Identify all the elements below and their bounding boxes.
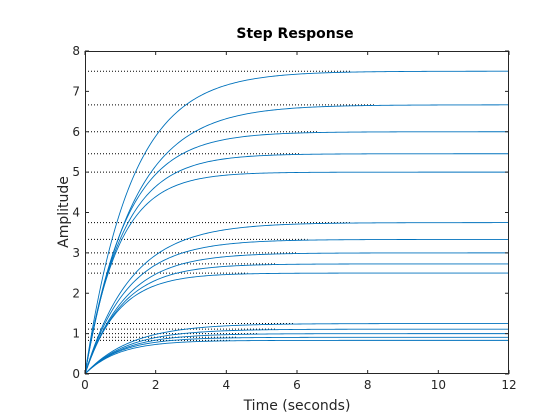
x-axis-label: Time (seconds) <box>243 398 351 414</box>
response-curves <box>84 70 509 375</box>
response-curve-9 <box>84 263 509 375</box>
chart-title: Step Response <box>236 26 353 42</box>
response-curve-15 <box>84 339 509 375</box>
response-curve-7 <box>84 238 509 375</box>
response-curve-11 <box>84 323 509 375</box>
x-tick-label: 6 <box>293 378 301 392</box>
response-curve-6 <box>84 222 509 375</box>
y-tick-label: 1 <box>72 327 80 341</box>
response-curve-10 <box>84 272 509 375</box>
y-tick-label: 3 <box>72 246 80 260</box>
response-curve-14 <box>84 336 509 375</box>
x-tick-label: 8 <box>364 378 372 392</box>
x-tick-label: 4 <box>223 378 231 392</box>
y-axis-ticks: 0 1 2 3 4 5 6 7 8 <box>72 44 509 381</box>
y-tick-label: 4 <box>72 206 80 220</box>
y-tick-label: 7 <box>72 84 80 98</box>
y-tick-label: 8 <box>72 44 80 58</box>
response-curve-13 <box>84 333 509 375</box>
x-tick-label: 10 <box>431 378 446 392</box>
response-curve-8 <box>84 252 509 375</box>
final-value-lines <box>85 70 375 341</box>
response-curve-5 <box>84 171 509 375</box>
response-curve-2 <box>84 104 509 375</box>
y-tick-label: 2 <box>72 286 80 300</box>
y-axis-label: Amplitude <box>56 176 72 248</box>
y-tick-label: 5 <box>72 165 80 179</box>
x-tick-label: 2 <box>152 378 160 392</box>
axes-background <box>85 51 509 374</box>
y-tick-label: 6 <box>72 125 80 139</box>
response-curve-1 <box>84 70 509 375</box>
x-tick-label: 12 <box>501 378 516 392</box>
response-curve-12 <box>84 328 509 375</box>
response-curve-3 <box>84 131 509 375</box>
response-curve-4 <box>84 153 509 375</box>
y-tick-label: 0 <box>72 367 80 381</box>
x-axis-ticks: 0 2 4 6 8 10 12 <box>81 51 517 392</box>
x-tick-label: 0 <box>81 378 89 392</box>
